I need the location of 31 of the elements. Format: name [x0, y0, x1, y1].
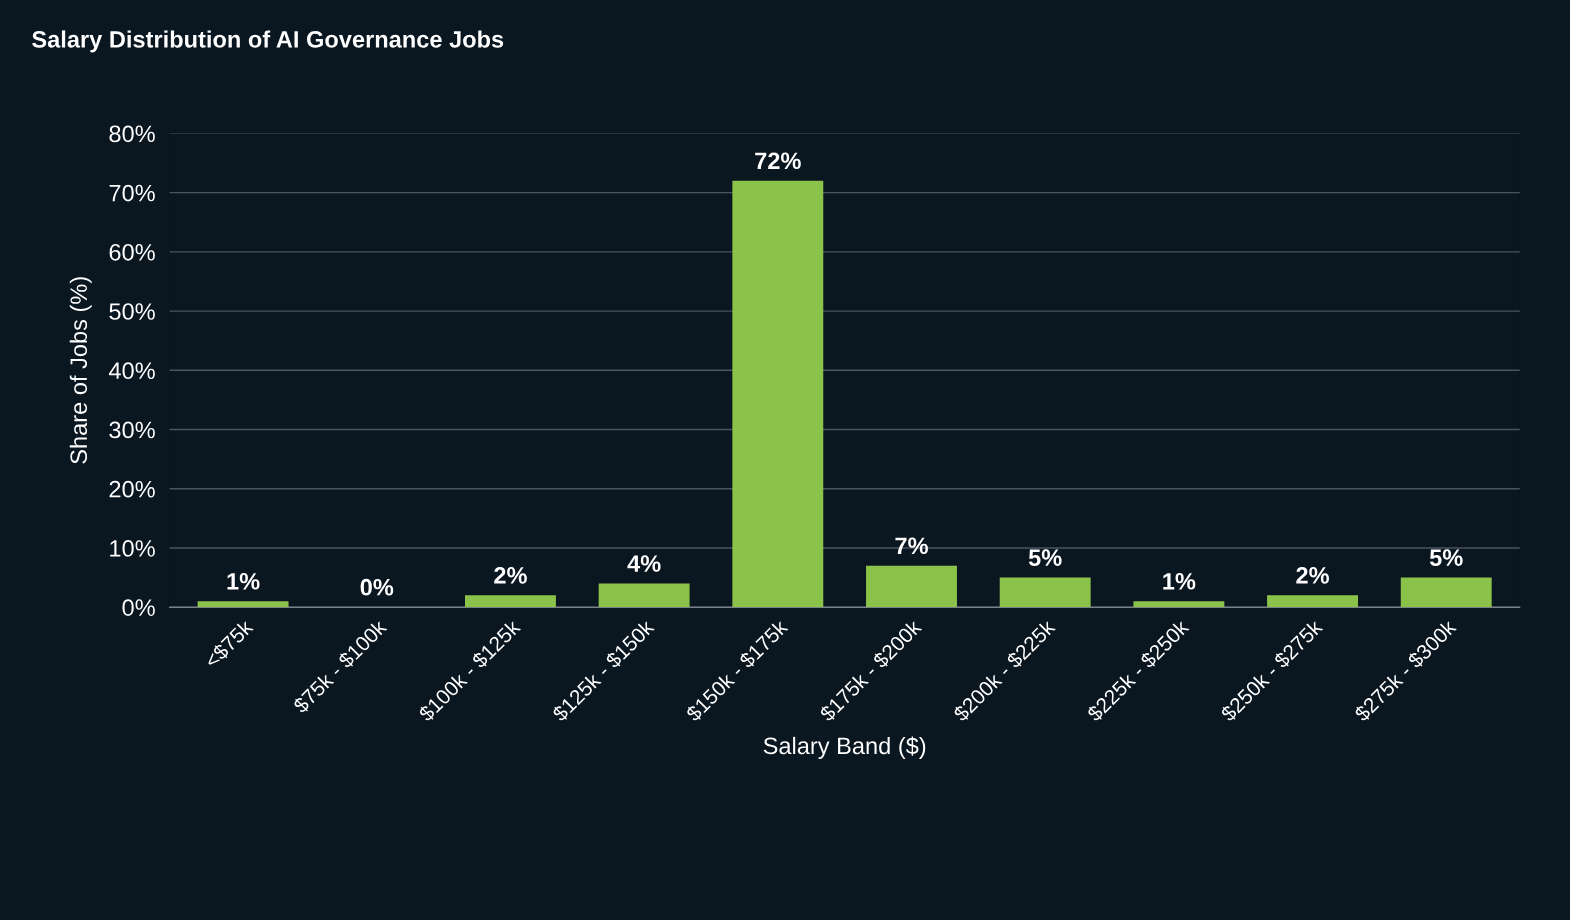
- data-label: 5%: [1028, 549, 1062, 566]
- y-tick-label: 40%: [108, 362, 155, 380]
- data-label: 72%: [755, 152, 801, 170]
- data-label: 0%: [360, 578, 394, 596]
- data-label: 5%: [1429, 549, 1463, 566]
- bar: [732, 180, 824, 608]
- data-label: 2%: [1296, 567, 1329, 584]
- data-label: 2%: [494, 567, 527, 584]
- y-tick-label: 60%: [109, 243, 155, 261]
- y-axis-title: Share of Jobs (%): [69, 277, 92, 464]
- y-tick-label: 30%: [109, 421, 155, 439]
- bar: [1133, 601, 1225, 608]
- bar: [197, 601, 289, 608]
- y-tick-label: 50%: [109, 303, 155, 320]
- y-tick-label: 10%: [110, 540, 155, 557]
- y-tick-label: 0%: [122, 599, 155, 616]
- y-tick-label: 80%: [109, 125, 155, 143]
- data-label: 1%: [1163, 573, 1196, 590]
- data-label: 7%: [895, 537, 928, 555]
- data-label: 4%: [627, 555, 661, 572]
- y-tick-label: 20%: [109, 480, 155, 498]
- bar: [1400, 577, 1492, 608]
- bar: [1267, 595, 1358, 608]
- y-tick-label: 70%: [109, 184, 155, 202]
- chart-title: Salary Distribution of AI Governance Jobs: [32, 30, 504, 53]
- x-axis-title: Salary Band ($): [763, 736, 926, 759]
- bar: [598, 583, 690, 608]
- bar: [866, 565, 957, 608]
- bar: [999, 577, 1091, 608]
- bar: [465, 595, 556, 608]
- data-label: 1%: [227, 573, 260, 590]
